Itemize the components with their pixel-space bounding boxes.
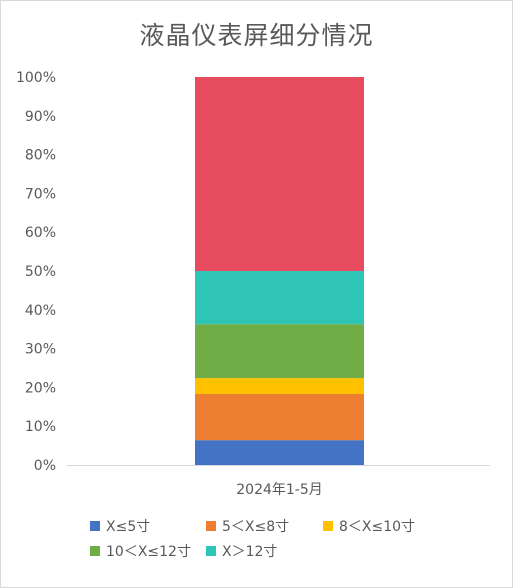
legend-label: X≤5寸 [106,519,151,535]
legend-label: X＞12寸 [222,544,278,560]
legend-swatch [206,546,216,556]
y-tick-label: 50% [25,264,56,280]
chart-title: 液晶仪表屏细分情况 [139,21,374,50]
y-tick-label: 40% [25,303,56,319]
legend-item: 10＜X≤12寸 [90,541,191,561]
legend-label: 5＜X≤8寸 [222,519,290,535]
y-tick-label: 70% [25,186,56,202]
x-axis: 2024年1-5月 [236,482,323,498]
bar-segment-6 [195,77,364,271]
bar-segment-5 [195,271,364,325]
x-category-label: 2024年1-5月 [236,482,323,498]
bar-segment-2 [195,393,364,441]
y-axis: 0% 10% 20% 30% 40% 50% 60% 70% 80% 90% 100% [16,70,56,474]
y-tick-label: 10% [25,419,56,435]
legend-swatch [206,521,216,531]
y-tick-label: 60% [25,225,56,241]
legend-label: 8＜X≤10寸 [339,519,416,535]
bar-segment-4 [195,324,364,379]
bar-segment-1 [195,440,364,465]
y-tick-label: 100% [16,70,56,86]
legend-swatch [90,521,100,531]
legend-item: 5＜X≤8寸 [206,516,289,536]
legend-swatch [323,521,333,531]
bar-stack [195,77,364,465]
y-tick-label: 80% [25,148,56,164]
legend-label: 10＜X≤12寸 [106,544,191,560]
legend-item: X≤5寸 [90,516,150,536]
y-tick-label: 90% [25,109,56,125]
y-tick-label: 20% [25,380,56,396]
legend-item: 8＜X≤10寸 [323,516,415,536]
y-tick-label: 30% [25,342,56,358]
bar-segment-3 [195,378,364,394]
y-tick-label: 0% [34,458,56,474]
legend-item: X＞12寸 [206,541,277,561]
legend-swatch [90,546,100,556]
